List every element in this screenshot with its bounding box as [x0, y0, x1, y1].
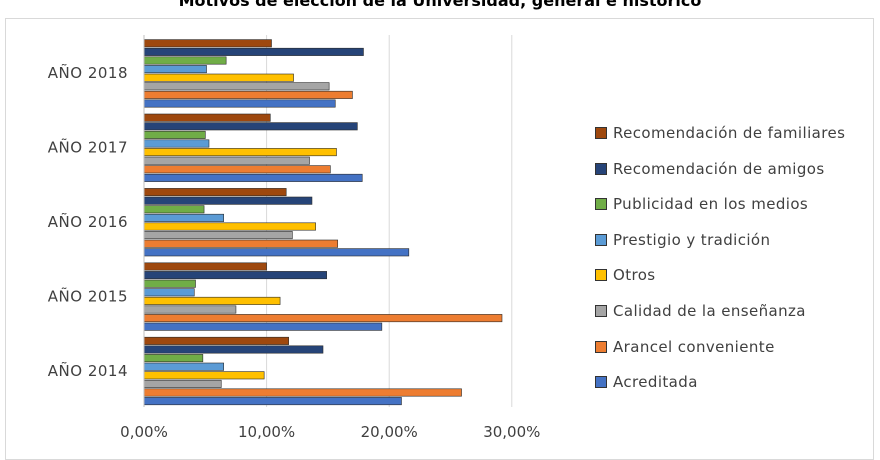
- bar: [143, 371, 265, 380]
- x-tick-label: 10,00%: [238, 423, 295, 441]
- legend-label: Recomendación de amigos: [613, 159, 825, 178]
- bar: [143, 113, 271, 122]
- legend-label: Acreditada: [613, 373, 698, 392]
- bar: [143, 397, 402, 406]
- legend-swatch: [595, 198, 607, 211]
- bar: [143, 296, 281, 305]
- bar: [143, 213, 224, 222]
- bar: [143, 196, 313, 205]
- bar: [143, 388, 462, 397]
- chart-title: Motivos de elección de la Universidad, g…: [178, 0, 702, 10]
- legend-swatch: [595, 305, 607, 317]
- legend-item: Recomendación de amigos: [595, 158, 825, 180]
- bar: [143, 322, 383, 331]
- legend-item: Acreditada: [595, 371, 698, 393]
- legend-label: Calidad de la enseñanza: [613, 302, 806, 320]
- y-tick-label: AÑO 2016: [48, 212, 128, 231]
- legend-item: Publicidad en los medios: [595, 193, 808, 215]
- y-tick-label: AÑO 2018: [48, 63, 128, 82]
- legend-label: Recomendación de familiares: [613, 124, 846, 142]
- bar: [143, 354, 204, 363]
- chart-area: 0,00% 10,00% 20,00% 30,00% AÑO 2014 AÑO 2015 A…: [5, 18, 874, 460]
- bar: [143, 305, 237, 314]
- bar: [143, 56, 227, 65]
- bar: [143, 73, 294, 82]
- bar: [143, 271, 327, 280]
- bar: [143, 148, 337, 157]
- bar: [143, 47, 364, 56]
- bar: [143, 65, 207, 74]
- bar: [143, 130, 206, 139]
- bar: [143, 173, 363, 182]
- legend-swatch: [595, 162, 607, 175]
- bar: [143, 362, 224, 371]
- bar: [143, 345, 324, 354]
- legend-label: Publicidad en los medios: [613, 195, 809, 214]
- legend-swatch: [595, 340, 607, 353]
- bar: [143, 122, 358, 131]
- legend-item: Otros: [595, 264, 656, 286]
- bar: [143, 262, 267, 271]
- bar: [143, 288, 195, 297]
- x-tick-label: 0,00%: [120, 423, 168, 441]
- legend-item: Calidad de la enseñanza: [595, 300, 806, 322]
- bar: [143, 248, 410, 257]
- bar: [143, 39, 272, 48]
- bar: [143, 336, 289, 345]
- bar: [143, 165, 331, 174]
- y-tick-label: AÑO 2014: [48, 361, 128, 380]
- bar: [143, 279, 196, 288]
- bar: [143, 90, 353, 99]
- bar: [143, 99, 336, 108]
- bar: [143, 139, 210, 148]
- bar: [143, 379, 222, 388]
- legend-swatch: [595, 127, 607, 139]
- legend-label: Otros: [613, 266, 656, 285]
- legend-label: Prestigio y tradición: [613, 230, 771, 249]
- y-tick-label: AÑO 2017: [48, 138, 128, 157]
- bar: [143, 188, 287, 197]
- bar: [143, 239, 339, 248]
- bar: [143, 222, 316, 231]
- legend-swatch: [595, 233, 607, 246]
- bar: [143, 205, 205, 214]
- legend-item: Arancel conveniente: [595, 336, 775, 358]
- bar: [143, 82, 330, 91]
- legend-item: Recomendación de familiares: [595, 122, 845, 144]
- bar: [143, 314, 503, 323]
- legend: Recomendación de familiares Recomendación…: [583, 112, 870, 398]
- legend-swatch: [595, 376, 607, 389]
- bar: [143, 156, 310, 165]
- legend-item: Prestigio y tradición: [595, 229, 770, 251]
- x-tick-label: 30,00%: [483, 423, 540, 441]
- y-tick-label: AÑO 2015: [48, 286, 128, 305]
- legend-label: Arancel conveniente: [613, 337, 775, 356]
- bar-chart: 0,00% 10,00% 20,00% 30,00% AÑO 2014 AÑO 2015 A…: [48, 35, 540, 441]
- x-tick-label: 20,00%: [361, 423, 418, 441]
- bar: [143, 231, 293, 240]
- legend-swatch: [595, 269, 607, 282]
